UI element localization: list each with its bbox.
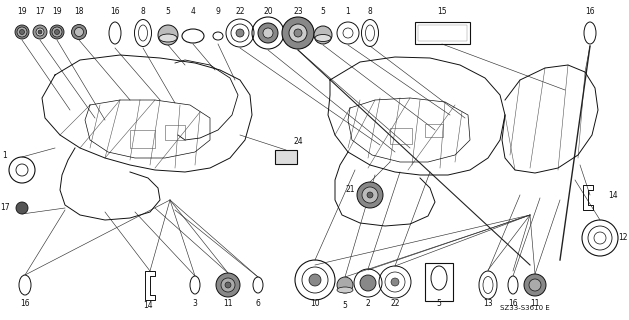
Bar xyxy=(275,150,297,164)
Text: 2: 2 xyxy=(365,299,370,308)
Ellipse shape xyxy=(337,287,353,293)
Text: 19: 19 xyxy=(52,7,62,17)
Text: 6: 6 xyxy=(255,299,260,308)
Circle shape xyxy=(294,29,302,37)
Circle shape xyxy=(289,24,307,42)
Text: SZ33-S3610 E: SZ33-S3610 E xyxy=(500,305,550,311)
Circle shape xyxy=(52,27,62,37)
Text: 1: 1 xyxy=(345,7,350,17)
Circle shape xyxy=(216,273,240,297)
Circle shape xyxy=(309,274,321,286)
Text: 10: 10 xyxy=(310,299,320,308)
Text: 24: 24 xyxy=(293,138,303,147)
Bar xyxy=(130,130,155,148)
Circle shape xyxy=(391,278,399,286)
Text: 22: 22 xyxy=(235,7,245,17)
Ellipse shape xyxy=(182,29,204,43)
Circle shape xyxy=(17,27,27,37)
Circle shape xyxy=(55,29,60,35)
Ellipse shape xyxy=(159,34,177,42)
Text: 16: 16 xyxy=(20,299,30,308)
Bar xyxy=(425,124,443,137)
Circle shape xyxy=(258,23,278,43)
Circle shape xyxy=(263,28,273,38)
Circle shape xyxy=(74,28,84,36)
Text: 1: 1 xyxy=(3,150,8,159)
Circle shape xyxy=(19,29,25,35)
Circle shape xyxy=(529,279,541,291)
Text: 13: 13 xyxy=(483,299,493,308)
Text: 14: 14 xyxy=(143,301,153,310)
Text: 11: 11 xyxy=(530,299,540,308)
Text: 23: 23 xyxy=(293,7,303,17)
Circle shape xyxy=(158,25,178,45)
Circle shape xyxy=(38,30,42,34)
Circle shape xyxy=(225,282,231,288)
Text: 3: 3 xyxy=(192,299,198,308)
Bar xyxy=(425,263,453,301)
Text: 22: 22 xyxy=(390,299,400,308)
Text: 11: 11 xyxy=(223,299,233,308)
Circle shape xyxy=(282,17,314,49)
Text: 15: 15 xyxy=(437,7,447,17)
Text: 9: 9 xyxy=(216,7,220,17)
Bar xyxy=(415,22,470,44)
Text: 8: 8 xyxy=(367,7,372,17)
Text: 16: 16 xyxy=(585,7,595,17)
Text: 4: 4 xyxy=(191,7,196,17)
Bar xyxy=(390,128,412,144)
Circle shape xyxy=(524,274,546,296)
Text: 17: 17 xyxy=(0,204,10,212)
Text: 14: 14 xyxy=(608,190,618,199)
Circle shape xyxy=(50,25,64,39)
Text: 8: 8 xyxy=(141,7,145,17)
Circle shape xyxy=(314,26,332,44)
Circle shape xyxy=(236,29,244,37)
Text: 5: 5 xyxy=(165,7,170,17)
Text: 5: 5 xyxy=(343,300,347,309)
Text: 16: 16 xyxy=(508,299,518,308)
Circle shape xyxy=(33,25,47,39)
Text: 21: 21 xyxy=(345,186,355,195)
Text: 12: 12 xyxy=(618,234,628,243)
Circle shape xyxy=(367,192,373,198)
Circle shape xyxy=(357,182,383,208)
Text: 18: 18 xyxy=(74,7,84,17)
Circle shape xyxy=(362,187,378,203)
Text: 19: 19 xyxy=(17,7,27,17)
Circle shape xyxy=(221,278,235,292)
Circle shape xyxy=(360,275,376,291)
Text: 17: 17 xyxy=(35,7,45,17)
Circle shape xyxy=(16,202,28,214)
Bar xyxy=(165,125,185,140)
Text: 5: 5 xyxy=(437,299,442,308)
Text: 20: 20 xyxy=(263,7,273,17)
Bar xyxy=(418,25,467,41)
Ellipse shape xyxy=(315,35,331,42)
Text: 16: 16 xyxy=(110,7,120,17)
Text: 5: 5 xyxy=(321,7,325,17)
Circle shape xyxy=(15,25,29,39)
Circle shape xyxy=(36,28,44,36)
Circle shape xyxy=(337,277,353,293)
Circle shape xyxy=(72,25,87,39)
